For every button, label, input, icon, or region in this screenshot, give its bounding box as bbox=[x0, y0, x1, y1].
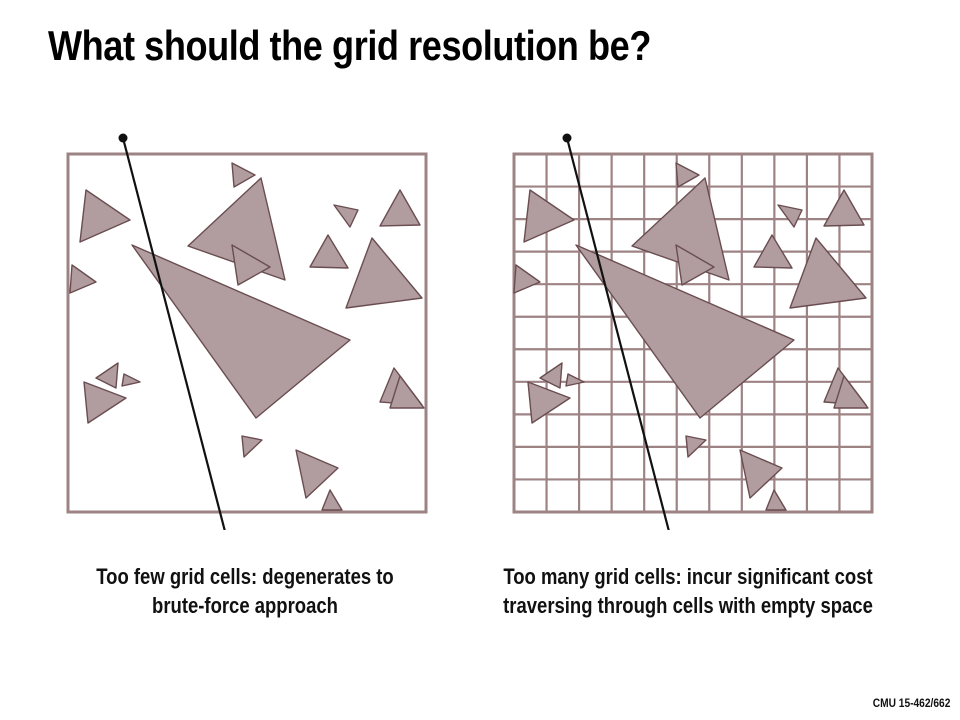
fine-triangle bbox=[739, 449, 783, 499]
fine-caption-line-2: traversing through cells with empty spac… bbox=[503, 593, 873, 618]
fine-grid-caption: Too many grid cells: incur significant c… bbox=[495, 562, 881, 620]
coarse-caption-line-2: brute-force approach bbox=[152, 593, 338, 618]
coarse-grid-svg bbox=[66, 133, 428, 530]
fine-triangle bbox=[765, 489, 787, 511]
fine-caption-line-1: Too many grid cells: incur significant c… bbox=[503, 564, 873, 589]
coarse-triangle bbox=[295, 449, 339, 499]
fine-triangle bbox=[685, 435, 707, 458]
coarse-triangle bbox=[79, 189, 131, 243]
coarse-triangle bbox=[95, 362, 119, 389]
coarse-triangle bbox=[309, 234, 349, 269]
coarse-triangle bbox=[379, 189, 421, 227]
coarse-triangle bbox=[83, 381, 127, 424]
coarse-triangle bbox=[131, 244, 351, 419]
coarse-triangle bbox=[389, 375, 425, 409]
coarse-grid-caption: Too few grid cells: degenerates to brute… bbox=[52, 562, 438, 620]
fine-triangle bbox=[823, 189, 865, 227]
ray-line bbox=[121, 137, 226, 530]
coarse-triangle bbox=[345, 237, 423, 309]
fine-triangle bbox=[675, 244, 715, 286]
fine-triangle bbox=[753, 234, 793, 269]
coarse-triangle bbox=[333, 204, 359, 228]
fine-triangle bbox=[777, 204, 803, 228]
fine-triangle bbox=[527, 381, 571, 424]
fine-triangle bbox=[789, 237, 867, 309]
coarse-triangle bbox=[231, 162, 256, 188]
course-label: CMU 15-462/662 bbox=[872, 696, 950, 710]
fine-triangle bbox=[565, 373, 585, 387]
ray-line bbox=[565, 137, 670, 530]
ray bbox=[118, 133, 226, 530]
fine-grid-svg bbox=[512, 133, 874, 530]
ray bbox=[562, 133, 670, 530]
coarse-triangle bbox=[231, 244, 271, 286]
scene-triangles bbox=[513, 162, 869, 511]
slide-title: What should the grid resolution be? bbox=[48, 22, 651, 69]
fine-triangle bbox=[675, 162, 700, 188]
coarse-triangle bbox=[321, 489, 343, 511]
fine-triangle bbox=[833, 375, 869, 409]
fine-triangle bbox=[539, 362, 563, 389]
fine-triangle bbox=[523, 189, 575, 243]
grid-border bbox=[512, 152, 874, 514]
grid-border bbox=[66, 152, 428, 514]
scene-triangles bbox=[69, 162, 425, 511]
coarse-grid-diagram bbox=[60, 130, 430, 530]
coarse-triangle bbox=[121, 373, 141, 387]
coarse-triangle bbox=[241, 435, 263, 458]
fine-grid-diagram bbox=[506, 130, 876, 530]
fine-triangle bbox=[513, 264, 541, 294]
fine-triangle bbox=[575, 244, 795, 419]
coarse-caption-line-1: Too few grid cells: degenerates to bbox=[96, 564, 394, 589]
coarse-triangle bbox=[69, 264, 97, 294]
